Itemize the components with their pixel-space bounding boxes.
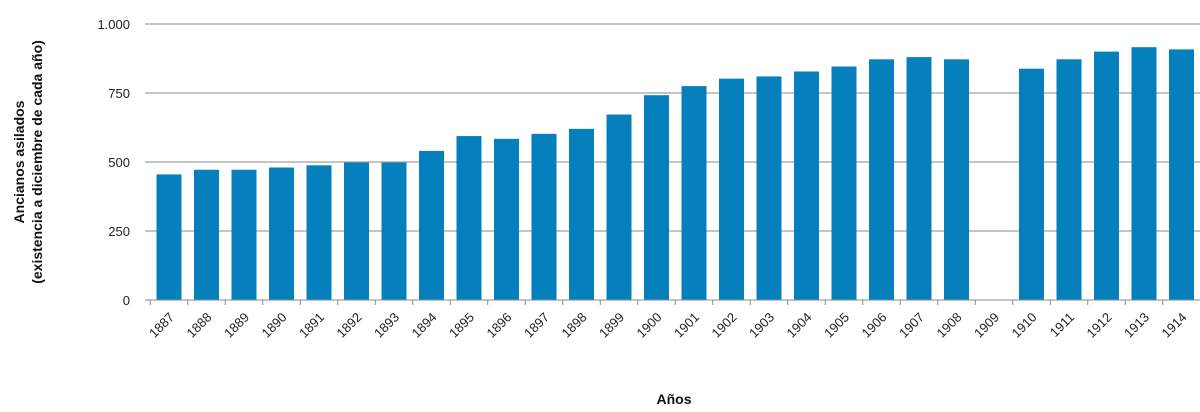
y-tick-label: 1.000 [97,17,130,32]
x-tick-label-1901: 1901 [671,310,702,341]
x-tick-label-1907: 1907 [896,310,927,341]
y-axis-title-line2: (existencia a diciembre de cada año) [29,40,45,284]
x-tick-label-1894: 1894 [409,310,440,341]
bar-1902 [719,78,744,300]
x-tick-label-1904: 1904 [784,310,815,341]
bar-1913 [1131,47,1157,301]
bar-1907 [906,57,932,301]
bar-1888 [194,169,219,300]
x-tick-label-1897: 1897 [521,310,552,341]
x-tick-label-1893: 1893 [371,310,402,341]
x-tick-label-1914: 1914 [1159,310,1190,341]
bar-1900 [644,95,669,300]
bar-1910 [1019,68,1044,300]
bar-1896 [494,138,519,300]
x-tick-label-1908: 1908 [934,310,965,341]
bar-1894 [419,150,444,300]
y-tick-labels: 0 250 500 750 1.000 [97,17,130,308]
x-tick-labels: 1887 1888 1889 1890 1891 1892 1893 1894 1895 1896… [146,300,1190,341]
y-tick-label: 750 [108,86,130,101]
y-axis-title-line1: Ancianos asilados [11,100,27,223]
x-tick-label-1902: 1902 [709,310,740,341]
bar-1897 [531,133,557,300]
x-tick-label-1899: 1899 [596,310,627,341]
bar-1887 [156,174,182,300]
x-tick-label-1912: 1912 [1084,310,1115,341]
x-tick-label-1890: 1890 [259,310,290,341]
y-tick-label: 0 [123,293,130,308]
bar-1905 [831,66,857,300]
bar-1890 [269,167,294,300]
x-tick-label-1900: 1900 [634,310,665,341]
x-tick-label-1895: 1895 [446,310,477,341]
bar-1908 [944,59,969,300]
x-tick-label-1892: 1892 [334,310,365,341]
x-tick-label-1891: 1891 [296,310,327,341]
bar-1911 [1056,59,1082,300]
x-tick-label-1888: 1888 [184,310,215,341]
x-tick-label-1913: 1913 [1121,310,1152,341]
bar-1891 [306,165,332,300]
x-tick-label-1909: 1909 [971,310,1002,341]
bar-1914 [1169,49,1194,300]
x-tick-label-1910: 1910 [1009,310,1040,341]
bars [156,47,1194,301]
x-tick-label-1903: 1903 [746,310,777,341]
bar-1889 [231,169,257,300]
x-tick-label-1905: 1905 [821,310,852,341]
bar-1898 [569,128,594,300]
x-tick-label-1898: 1898 [559,310,590,341]
bar-1895 [456,136,482,300]
bar-1892 [344,162,369,300]
bar-1912 [1094,51,1119,300]
bar-1901 [681,86,707,300]
bar-1903 [756,76,782,300]
bar-1893 [381,162,407,300]
bar-1906 [869,59,894,300]
x-tick-label-1906: 1906 [859,310,890,341]
x-tick-label-1911: 1911 [1047,310,1077,340]
bar-1899 [606,114,632,300]
x-tick-label-1889: 1889 [221,310,252,341]
y-tick-label: 250 [108,224,130,239]
x-tick-label-1896: 1896 [484,310,515,341]
x-axis-title: Años [657,391,692,407]
bar-1904 [794,71,819,300]
x-tick-label-1887: 1887 [146,310,177,341]
y-tick-label: 500 [108,155,130,170]
